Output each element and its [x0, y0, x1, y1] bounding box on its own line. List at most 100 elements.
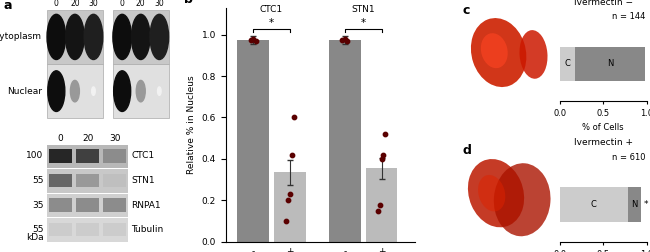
X-axis label: % of Cells: % of Cells	[582, 123, 624, 133]
Text: 55: 55	[32, 176, 44, 185]
Text: C: C	[591, 200, 597, 209]
Ellipse shape	[150, 14, 168, 59]
Text: *: *	[644, 200, 649, 209]
Text: 35: 35	[32, 201, 44, 210]
Text: CTC1: CTC1	[260, 5, 283, 14]
Bar	[76, 174, 99, 187]
Point	[248, 37, 259, 41]
Bar	[47, 145, 128, 168]
Text: Tubulin: Tubulin	[131, 225, 164, 234]
Bar	[237, 40, 269, 242]
Text: STN1: STN1	[352, 5, 375, 14]
Ellipse shape	[47, 14, 66, 59]
Bar	[103, 149, 126, 163]
Point	[289, 115, 299, 119]
Bar	[76, 223, 99, 236]
Title: Ivermectin +: Ivermectin +	[574, 138, 632, 147]
Point	[374, 203, 385, 207]
Bar	[103, 223, 126, 236]
Ellipse shape	[70, 80, 79, 102]
Bar	[76, 149, 99, 163]
Text: Cytoplasm: Cytoplasm	[0, 33, 42, 41]
Point	[378, 153, 389, 157]
Text: 20: 20	[136, 0, 146, 8]
Text: N: N	[607, 59, 614, 68]
Title: Ivermectin −: Ivermectin −	[574, 0, 632, 7]
Point	[281, 219, 291, 223]
Bar	[49, 223, 72, 236]
Ellipse shape	[519, 30, 547, 79]
Text: 0: 0	[120, 0, 125, 8]
Text: n = 144: n = 144	[612, 12, 645, 21]
Text: 30: 30	[155, 0, 164, 8]
Bar	[47, 169, 128, 193]
Text: 20: 20	[82, 134, 93, 143]
Ellipse shape	[48, 71, 65, 111]
Text: d: d	[462, 144, 471, 158]
Text: RNPA1: RNPA1	[131, 201, 161, 210]
Ellipse shape	[131, 14, 150, 59]
Text: c: c	[462, 4, 469, 17]
Ellipse shape	[136, 80, 145, 102]
Point	[372, 209, 383, 213]
Text: kDa: kDa	[26, 233, 44, 242]
Ellipse shape	[478, 175, 505, 211]
Bar	[575, 47, 645, 81]
Text: n = 610: n = 610	[612, 153, 645, 162]
Ellipse shape	[471, 18, 526, 87]
Bar	[49, 198, 72, 212]
Bar	[47, 64, 103, 118]
Bar	[47, 194, 128, 217]
Bar	[560, 47, 575, 81]
Text: a: a	[3, 0, 12, 12]
Ellipse shape	[494, 163, 551, 236]
Point	[283, 198, 293, 202]
Bar	[49, 174, 72, 187]
Text: CTC1: CTC1	[131, 151, 155, 161]
Text: 30: 30	[109, 134, 120, 143]
Y-axis label: Relative % in Nucleus: Relative % in Nucleus	[187, 75, 196, 174]
Bar	[49, 149, 72, 163]
Bar	[103, 198, 126, 212]
Text: 0: 0	[58, 134, 64, 143]
Point	[285, 192, 295, 196]
Bar	[366, 168, 397, 242]
Text: N: N	[631, 200, 637, 209]
Text: C: C	[565, 59, 571, 68]
Text: *: *	[269, 18, 274, 28]
Point	[376, 157, 387, 161]
Ellipse shape	[113, 14, 131, 59]
Bar	[628, 187, 641, 222]
Bar	[113, 10, 168, 64]
Text: 30: 30	[88, 0, 98, 8]
Point	[246, 38, 256, 42]
Text: STN1: STN1	[131, 176, 155, 185]
Point	[287, 153, 297, 157]
Bar	[47, 218, 128, 242]
Bar	[113, 64, 168, 118]
Bar	[274, 172, 306, 242]
Ellipse shape	[66, 14, 84, 59]
Ellipse shape	[92, 87, 96, 95]
Bar	[47, 10, 103, 64]
Point	[250, 39, 261, 43]
Ellipse shape	[481, 33, 508, 68]
Point	[340, 37, 350, 41]
Point	[380, 132, 391, 136]
Text: 20: 20	[70, 0, 80, 8]
Text: Nuclear: Nuclear	[7, 87, 42, 96]
Ellipse shape	[157, 87, 161, 95]
Text: b: b	[184, 0, 193, 7]
Ellipse shape	[468, 159, 524, 227]
Bar	[560, 187, 628, 222]
Text: *: *	[361, 18, 366, 28]
Ellipse shape	[84, 14, 103, 59]
Bar	[329, 40, 361, 242]
Text: 0: 0	[54, 0, 58, 8]
Bar	[76, 198, 99, 212]
Point	[342, 39, 352, 43]
Text: 100: 100	[27, 151, 44, 161]
Text: 55: 55	[32, 225, 44, 234]
Bar	[103, 174, 126, 187]
Point	[337, 38, 348, 42]
